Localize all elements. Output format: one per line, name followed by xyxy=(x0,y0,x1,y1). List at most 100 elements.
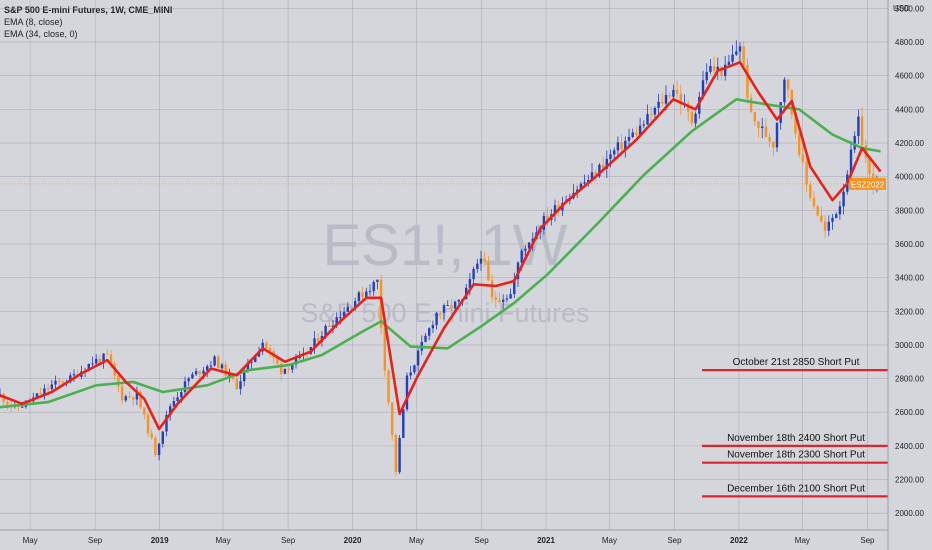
candle-body xyxy=(50,384,53,390)
price-axis[interactable]: USD 2000.00 2200.00 2400.00 2600.00 2800.00 30… xyxy=(887,0,932,550)
candle-body xyxy=(213,356,216,366)
candle-body xyxy=(239,381,242,389)
watermark: ES1!, 1W S&P 500 E-mini Futures xyxy=(300,213,589,328)
y-tick-label: 4200.00 xyxy=(895,139,924,148)
x-tick-label: Sep xyxy=(667,536,682,545)
candle-body xyxy=(202,370,205,374)
candle-body xyxy=(169,406,172,416)
candle-body xyxy=(291,364,294,370)
candle-body xyxy=(413,365,416,373)
candle-body xyxy=(472,269,475,280)
candle-body xyxy=(502,299,505,303)
candle-body xyxy=(365,291,368,298)
candle-body xyxy=(831,217,834,222)
candle-body xyxy=(724,64,727,76)
candle-body xyxy=(446,305,449,307)
candle-body xyxy=(69,375,72,383)
chart-legend: S&P 500 E-mini Futures, 1W, CME_MINI EMA… xyxy=(4,4,172,40)
x-tick-label: May xyxy=(602,536,617,545)
candle-body xyxy=(657,101,660,108)
candle-body xyxy=(368,291,372,293)
candle-body xyxy=(161,431,164,444)
candle-body xyxy=(498,299,501,303)
candle-body xyxy=(816,206,819,216)
level-label: November 18th 2400 Short Put xyxy=(727,433,865,444)
level-label: December 16th 2100 Short Put xyxy=(727,483,865,494)
candle-body xyxy=(590,172,594,181)
candle-body xyxy=(235,379,238,389)
x-tick-label: Sep xyxy=(281,536,296,545)
candle-body xyxy=(139,392,142,408)
y-tick-label: 2600.00 xyxy=(895,408,924,417)
candle-body xyxy=(228,373,231,376)
candle-body xyxy=(735,51,738,55)
candle-body xyxy=(331,325,335,327)
ema-lines xyxy=(0,61,882,431)
candle-body xyxy=(283,368,287,374)
candle-body xyxy=(246,362,250,371)
candle-body xyxy=(428,328,431,336)
y-tick-label: 4600.00 xyxy=(895,72,924,81)
candle-body xyxy=(387,370,390,403)
candle-body xyxy=(372,281,375,292)
x-tick-label: 2021 xyxy=(537,536,555,545)
candle-body xyxy=(117,375,120,387)
candles xyxy=(0,40,879,477)
candle-body xyxy=(542,215,546,230)
candle-body xyxy=(627,136,631,141)
candle-body xyxy=(853,135,856,150)
candle-body xyxy=(154,438,157,456)
time-axis[interactable]: May Sep 2019 May Sep 2020 May Sep 2021 May Sep 2022… xyxy=(0,529,888,545)
candle-body xyxy=(54,380,57,385)
candle-body xyxy=(716,66,719,71)
candle-body xyxy=(635,132,638,135)
candle-body xyxy=(431,325,435,329)
y-tick-label: 2400.00 xyxy=(895,442,924,451)
candle-body xyxy=(135,392,139,400)
candle-body xyxy=(668,95,671,97)
candle-body xyxy=(43,388,46,395)
candle-body xyxy=(357,292,361,302)
candle-body xyxy=(587,180,590,183)
candle-body xyxy=(583,182,586,184)
candle-body xyxy=(527,242,531,249)
candle-body xyxy=(416,350,420,366)
price-axis-panel xyxy=(888,0,932,550)
candle-body xyxy=(661,101,664,104)
candle-body xyxy=(124,396,127,401)
candle-body xyxy=(72,374,76,376)
candle-body xyxy=(450,305,453,309)
y-tick-label: 2200.00 xyxy=(895,476,924,485)
candle-body xyxy=(220,364,224,369)
candle-body xyxy=(712,66,716,71)
y-tick-label: 2000.00 xyxy=(895,509,924,518)
candle-body xyxy=(849,149,853,175)
y-tick-label: 3400.00 xyxy=(895,274,924,283)
y-tick-label: 3000.00 xyxy=(895,341,924,350)
candle-body xyxy=(46,388,50,390)
candle-body xyxy=(91,363,94,365)
candle-body xyxy=(746,65,749,98)
candle-body xyxy=(453,301,457,309)
symbol-tag xyxy=(849,177,886,190)
candle-body xyxy=(860,116,864,146)
candle-body xyxy=(798,133,801,155)
candle-body xyxy=(520,250,523,263)
x-tick-label: May xyxy=(215,536,230,545)
candle-body xyxy=(209,365,213,367)
candle-body xyxy=(102,353,105,363)
candle-body xyxy=(265,342,268,348)
candle-body xyxy=(775,122,779,148)
candle-body xyxy=(339,317,342,319)
candle-body xyxy=(594,172,597,177)
candle-body xyxy=(513,279,516,295)
candle-body xyxy=(328,325,331,327)
candle-body xyxy=(391,402,394,436)
x-tick-label: Sep xyxy=(474,536,489,545)
candle-body xyxy=(354,301,357,308)
candle-body xyxy=(394,435,398,473)
candle-body xyxy=(820,215,823,222)
candle-body xyxy=(823,221,827,231)
candle-body xyxy=(98,358,102,363)
